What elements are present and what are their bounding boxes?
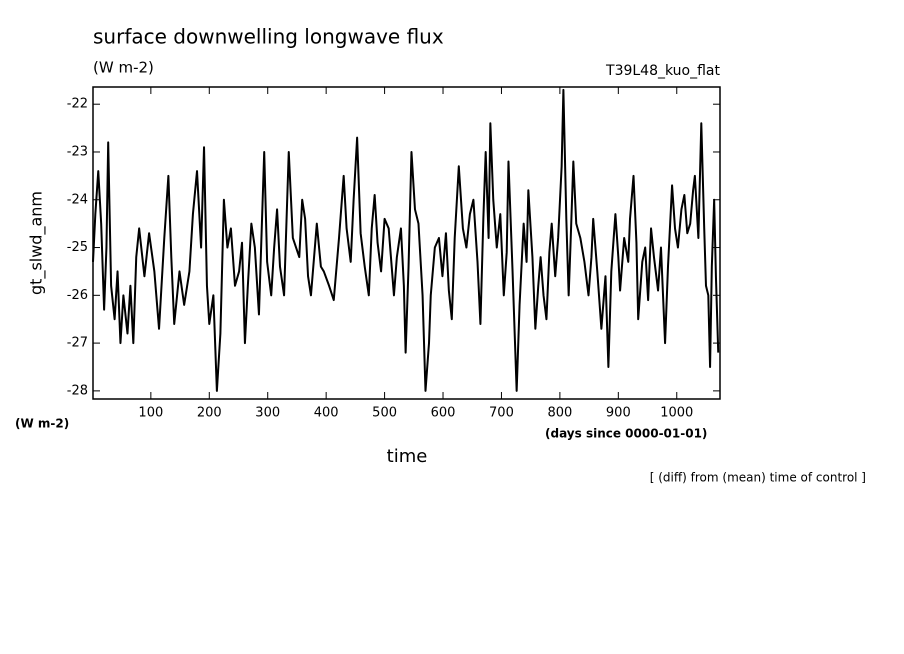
x-tick-label: 1000 — [660, 406, 693, 421]
annotation: T39L48_kuo_flat — [605, 63, 720, 79]
x-tick-label: 500 — [372, 406, 397, 421]
chart-title: surface downwelling longwave flux — [93, 25, 444, 49]
subtitle: (W m-2) — [93, 59, 154, 77]
y-tick-label: -27 — [67, 336, 88, 351]
y-axis-label: gt_slwd_anm — [27, 191, 47, 295]
x-tick-label: 200 — [197, 406, 222, 421]
x-tick-label: 700 — [489, 406, 514, 421]
y-tick-label: -28 — [67, 383, 88, 398]
y-units: (W m-2) — [15, 417, 69, 431]
x-units: (days since 0000-01-01) — [545, 427, 707, 441]
x-tick-label: 400 — [314, 406, 339, 421]
footnote: [ (diff) from (mean) time of control ] — [650, 471, 866, 485]
data-line — [92, 88, 720, 392]
x-tick-label: 800 — [547, 406, 572, 421]
y-tick-label: -23 — [67, 144, 88, 159]
y-tick-label: -25 — [67, 240, 88, 255]
x-tick-label: 100 — [138, 406, 163, 421]
x-tick-label: 900 — [606, 406, 631, 421]
x-tick-label: 600 — [431, 406, 456, 421]
x-tick-label: 300 — [255, 406, 280, 421]
y-tick-label: -24 — [67, 192, 88, 207]
y-tick-label: -22 — [67, 97, 88, 112]
x-axis-label: time — [387, 446, 428, 467]
y-tick-label: -26 — [67, 288, 88, 303]
